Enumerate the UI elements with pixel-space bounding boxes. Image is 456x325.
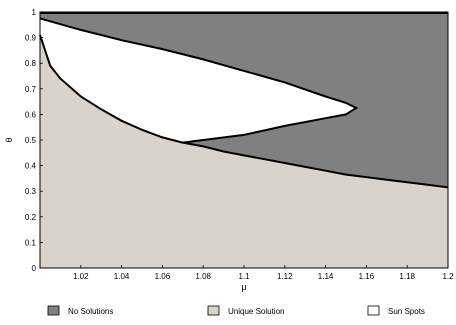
sun-spots-region [40, 18, 357, 143]
x-tick-label: 1.2 [442, 272, 454, 281]
y-tick-label: 0.2 [25, 213, 37, 222]
y-tick-label: 0.9 [25, 34, 37, 43]
x-tick-label: 1.14 [318, 272, 334, 281]
x-tick-label: 1.02 [73, 272, 89, 281]
legend-item: No Solutions [47, 305, 113, 316]
legend-label: No Solutions [68, 307, 113, 316]
x-tick-label: 1.06 [155, 272, 171, 281]
unique-solution-region [40, 35, 448, 268]
legend-item: Sun Spots [367, 305, 425, 316]
x-axis-label: μ [241, 282, 246, 292]
x-tick-label: 1.16 [359, 272, 375, 281]
x-tick-label: 1.18 [399, 272, 415, 281]
legend-label: Unique Solution [228, 307, 284, 316]
y-tick-label: 0.4 [25, 162, 37, 171]
y-tick-label: 1 [32, 8, 37, 17]
x-tick-label: 1.12 [277, 272, 293, 281]
y-tick-label: 0.6 [25, 110, 37, 119]
legend-label: Sun Spots [388, 307, 425, 316]
sun-spots-boundary-line [39, 17, 359, 144]
legend-swatch [207, 305, 220, 316]
y-tick-label: 0.1 [25, 238, 37, 247]
y-tick-label: 0.8 [25, 59, 37, 68]
unique-boundary-line [39, 34, 449, 189]
y-tick-label: 0.7 [25, 85, 37, 94]
x-tick-label: 1.1 [238, 272, 250, 281]
x-tick-label: 1.08 [195, 272, 211, 281]
y-tick-label: 0.5 [25, 136, 37, 145]
y-axis-label: θ [4, 137, 14, 142]
y-tick-label: 0 [32, 264, 37, 273]
y-tick-label: 0.3 [25, 187, 37, 196]
legend-swatch [47, 305, 60, 316]
x-tick-label: 1.04 [114, 272, 130, 281]
legend-swatch [367, 305, 380, 316]
legend-item: Unique Solution [207, 305, 284, 316]
